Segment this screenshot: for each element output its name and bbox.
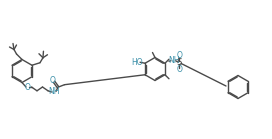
Text: HO: HO [131, 58, 143, 67]
Text: O: O [177, 65, 183, 74]
Text: NH: NH [48, 87, 60, 96]
Text: O: O [50, 76, 55, 85]
Text: O: O [25, 83, 31, 91]
Text: NH: NH [168, 56, 180, 65]
Text: O: O [177, 51, 183, 60]
Text: S: S [177, 58, 182, 67]
